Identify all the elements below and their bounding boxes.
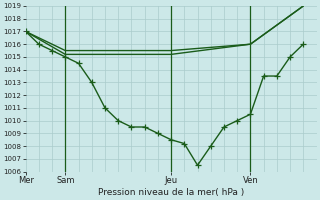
X-axis label: Pression niveau de la mer( hPa ): Pression niveau de la mer( hPa ): [98, 188, 244, 197]
